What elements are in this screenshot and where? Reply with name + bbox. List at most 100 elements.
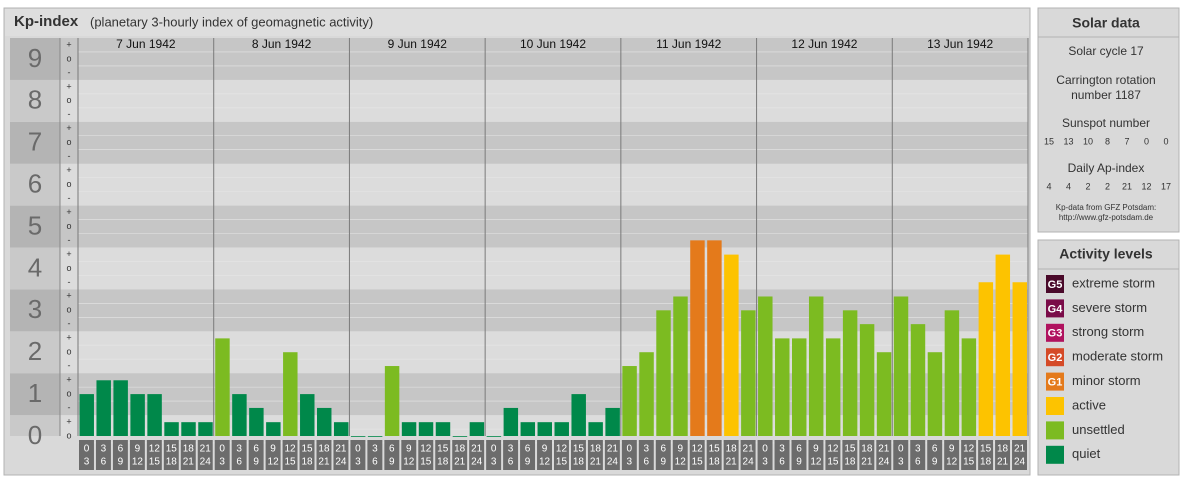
hour-cell — [944, 440, 960, 470]
hour-label: 18 — [709, 457, 721, 468]
y-subtick: - — [68, 193, 71, 203]
date-label: 13 Jun 1942 — [927, 37, 993, 51]
label-band — [10, 415, 60, 436]
hour-label: 15 — [437, 444, 449, 455]
bar — [367, 436, 383, 437]
label-band — [10, 289, 60, 332]
date-label: 11 Jun 1942 — [656, 37, 721, 51]
level-badge: G5 — [1048, 279, 1063, 291]
hour-label: 9 — [135, 444, 141, 455]
band — [10, 247, 1028, 290]
level-swatch — [1046, 421, 1064, 440]
hour-label: 24 — [743, 457, 755, 468]
ap-value: 21 — [1122, 181, 1132, 191]
sunspots-value: 8 — [1105, 136, 1110, 146]
bar — [266, 422, 281, 436]
bar — [808, 296, 824, 436]
y-subtick: - — [68, 319, 71, 329]
hour-label: 21 — [878, 444, 890, 455]
y-subtick: - — [68, 402, 71, 412]
hour-label: 12 — [403, 457, 415, 468]
sunspots-value: 0 — [1144, 136, 1149, 146]
hour-cell — [282, 440, 298, 470]
hour-cell — [570, 440, 586, 470]
hour-label: 21 — [726, 457, 738, 468]
hour-label: 6 — [932, 444, 938, 455]
label-band — [10, 121, 60, 164]
hour-label: 15 — [284, 457, 296, 468]
bar — [164, 422, 179, 436]
level-name: severe storm — [1072, 300, 1147, 315]
hour-label: 21 — [318, 457, 330, 468]
hour-label: 0 — [355, 444, 361, 455]
levels-title: Activity levels — [1059, 246, 1153, 262]
source-url: http://www.gfz-potsdam.de — [1059, 213, 1154, 222]
level-swatch — [1046, 275, 1064, 293]
bar — [792, 338, 807, 436]
hour-cell — [859, 440, 875, 470]
ap-value: 17 — [1161, 181, 1171, 191]
ap-title: Daily Ap-index — [1068, 161, 1145, 175]
y-tick-label: 1 — [28, 378, 42, 408]
bar — [147, 394, 162, 436]
hour-cell — [689, 440, 705, 470]
bar — [978, 282, 994, 436]
hour-label: 15 — [556, 457, 568, 468]
hour-label: 3 — [84, 457, 90, 468]
hour-label: 12 — [556, 444, 568, 455]
level-badge: G4 — [1048, 303, 1064, 315]
bar — [571, 394, 586, 436]
band — [10, 331, 1028, 374]
hour-cell — [740, 440, 756, 470]
band — [10, 415, 1028, 436]
y-subtick: + — [66, 123, 71, 133]
hour-label: 6 — [508, 457, 514, 468]
hour-cell — [384, 440, 400, 470]
carrington: number 1187 — [1071, 88, 1141, 102]
hour-label: 24 — [471, 457, 483, 468]
hour-label: 3 — [101, 444, 107, 455]
bar — [588, 422, 603, 436]
hour-label: 18 — [318, 444, 330, 455]
hour-cell — [978, 440, 994, 470]
y-subtick: - — [68, 109, 71, 119]
level-swatch — [1046, 445, 1064, 464]
bar — [944, 310, 960, 436]
hour-cell — [95, 440, 111, 470]
hour-label: 12 — [420, 444, 432, 455]
hour-cell — [486, 440, 502, 470]
hour-label: 6 — [525, 444, 531, 455]
bar — [317, 407, 332, 436]
y-subtick: + — [66, 375, 71, 385]
hour-label: 18 — [844, 457, 856, 468]
hour-cell — [774, 440, 790, 470]
bar — [622, 366, 637, 436]
bar — [537, 422, 552, 436]
bar — [401, 422, 417, 436]
hour-label: 3 — [915, 444, 921, 455]
hour-label: 9 — [660, 457, 666, 468]
hour-cell — [435, 440, 451, 470]
hour-label: 15 — [827, 457, 839, 468]
hour-cell — [231, 440, 247, 470]
y-tick-label: 9 — [28, 43, 42, 73]
y-tick-label: 4 — [28, 252, 42, 282]
hour-cell — [825, 440, 841, 470]
hour-label: 9 — [525, 457, 531, 468]
bar — [503, 407, 519, 436]
hour-label: 21 — [861, 457, 873, 468]
label-band — [10, 331, 60, 374]
hour-cell — [469, 440, 485, 470]
hour-label: 15 — [573, 444, 585, 455]
hour-cell — [587, 440, 603, 470]
bar — [961, 338, 977, 436]
bar — [673, 296, 688, 436]
bar — [859, 324, 875, 436]
bar — [469, 422, 485, 436]
y-subtick: - — [68, 277, 71, 287]
bar — [198, 422, 213, 436]
hour-label: 18 — [166, 457, 178, 468]
band — [10, 163, 1028, 206]
y-tick-label: 3 — [28, 294, 42, 324]
hour-cell — [757, 440, 773, 470]
